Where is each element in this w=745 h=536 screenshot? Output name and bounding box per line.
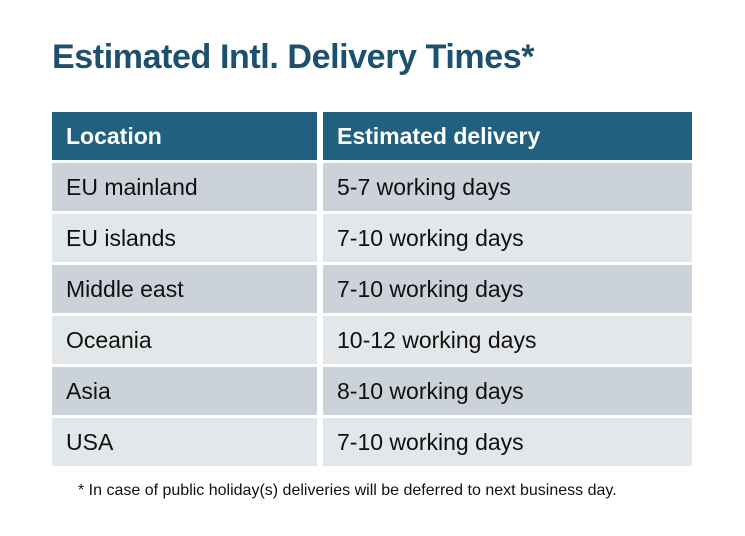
cell-estimated-delivery: 8-10 working days <box>323 367 692 415</box>
cell-estimated-delivery: 7-10 working days <box>323 418 692 466</box>
cell-location: Asia <box>52 367 317 415</box>
table-row: EU mainland 5-7 working days <box>52 163 692 211</box>
table-row: Middle east 7-10 working days <box>52 265 692 313</box>
cell-location: EU islands <box>52 214 317 262</box>
delivery-times-table: Location Estimated delivery EU mainland … <box>52 112 692 466</box>
cell-location: EU mainland <box>52 163 317 211</box>
cell-location: Oceania <box>52 316 317 364</box>
table-row: USA 7-10 working days <box>52 418 692 466</box>
table-row: Asia 8-10 working days <box>52 367 692 415</box>
column-header-estimated-delivery: Estimated delivery <box>323 112 692 160</box>
cell-estimated-delivery: 10-12 working days <box>323 316 692 364</box>
column-header-location: Location <box>52 112 317 160</box>
footnote-text: * In case of public holiday(s) deliverie… <box>78 482 617 499</box>
cell-location: Middle east <box>52 265 317 313</box>
cell-estimated-delivery: 7-10 working days <box>323 265 692 313</box>
table-header-row: Location Estimated delivery <box>52 112 692 160</box>
table-row: EU islands 7-10 working days <box>52 214 692 262</box>
cell-location: USA <box>52 418 317 466</box>
cell-estimated-delivery: 7-10 working days <box>323 214 692 262</box>
table-row: Oceania 10-12 working days <box>52 316 692 364</box>
cell-estimated-delivery: 5-7 working days <box>323 163 692 211</box>
page-title: Estimated Intl. Delivery Times* <box>52 38 535 76</box>
